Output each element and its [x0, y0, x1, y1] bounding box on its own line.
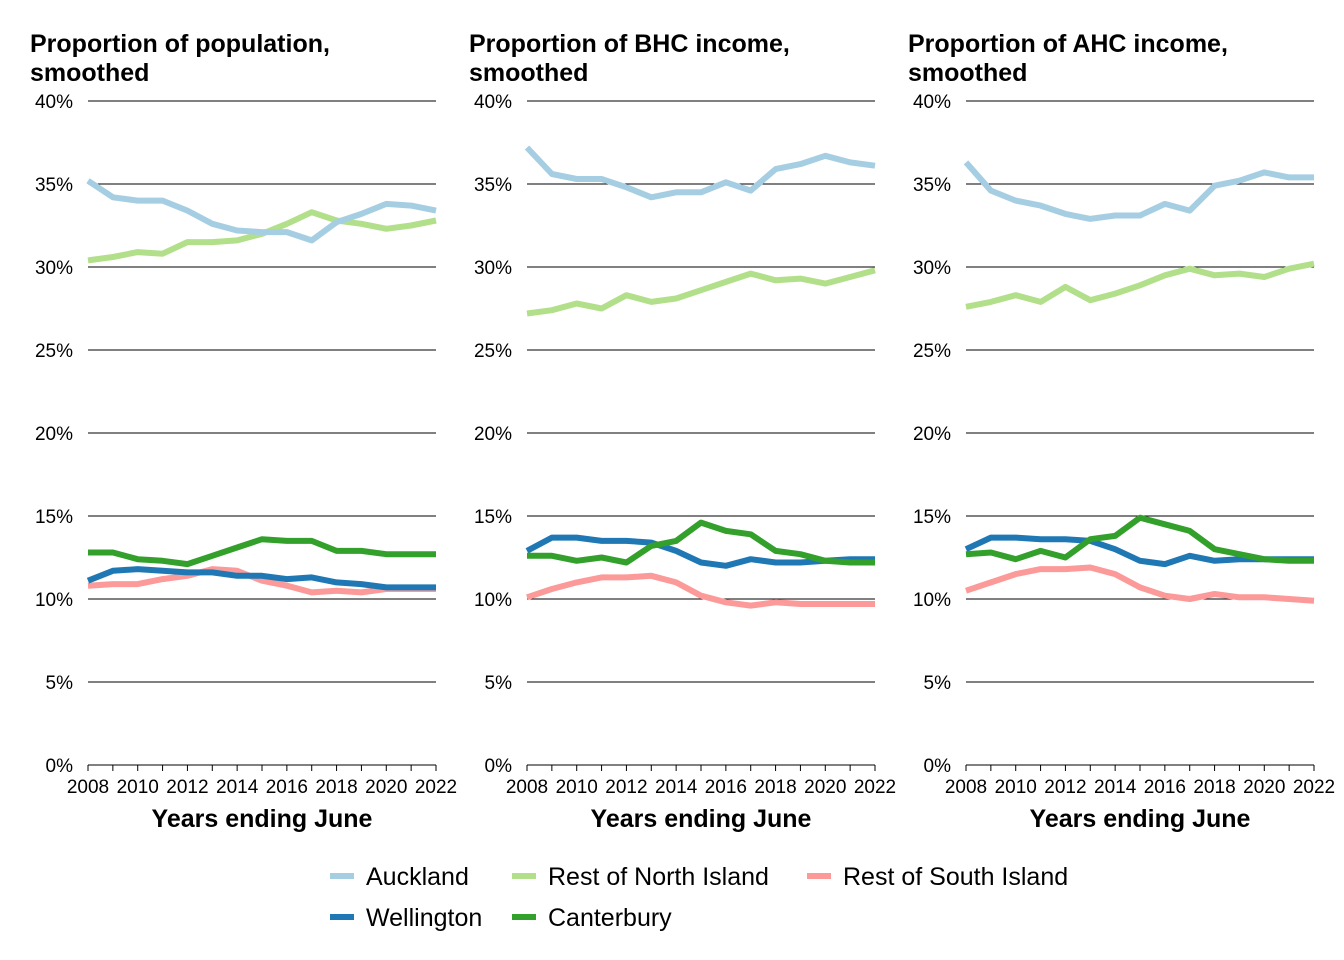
- y-tick-label: 30%: [913, 258, 951, 279]
- x-tick-label: 2014: [655, 777, 698, 798]
- series-line-wellington: [86, 566, 436, 591]
- x-tick-label: 2016: [1144, 777, 1186, 798]
- x-tick-label: 2018: [754, 777, 796, 798]
- series-line-rest-of-south-island: [87, 566, 436, 596]
- chart-panel-1: Proportion of population,smoothed 0% 5% 10%…: [30, 30, 457, 833]
- x-tick-label: 2014: [216, 777, 259, 798]
- x-tick-label: 2018: [315, 777, 357, 798]
- series-line-rest-of-north-island: [965, 260, 1315, 310]
- legend-label-rest-of-south-island: Rest of South Island: [843, 863, 1068, 891]
- y-tick-label: 10%: [913, 590, 951, 611]
- chart-title: smoothed: [30, 59, 149, 87]
- series-line-rest-of-south-island: [526, 572, 875, 609]
- y-tick-label: 30%: [35, 258, 73, 279]
- y-tick-label: 40%: [474, 92, 512, 113]
- x-tick-label: 2008: [945, 777, 987, 798]
- x-axis-label: Years ending June: [591, 805, 812, 833]
- legend-label-canterbury: Canterbury: [548, 904, 672, 932]
- x-tick-label: 2014: [1094, 777, 1137, 798]
- series-line-rest-of-north-island: [526, 267, 876, 317]
- x-tick-label: 2008: [506, 777, 548, 798]
- y-tick-label: 5%: [485, 673, 513, 694]
- chart-panel-2: Proportion of BHC income,smoothed 0% 5% 10%…: [469, 30, 896, 833]
- x-tick-label: 2022: [415, 777, 457, 798]
- y-tick-label: 35%: [35, 175, 73, 196]
- y-tick-label: 20%: [35, 424, 73, 445]
- x-tick-label: 2012: [1044, 777, 1086, 798]
- series-line-auckland: [963, 160, 1314, 222]
- chart-title: smoothed: [908, 59, 1027, 87]
- x-tick-label: 2018: [1193, 777, 1235, 798]
- y-tick-label: 5%: [46, 673, 74, 694]
- y-tick-label: 10%: [35, 590, 73, 611]
- y-tick-label: 20%: [913, 424, 951, 445]
- chart-panel-3: Proportion of AHC income,smoothed 0% 5% 10%…: [908, 30, 1335, 833]
- x-tick-label: 2022: [1293, 777, 1335, 798]
- y-tick-label: 5%: [924, 673, 952, 694]
- x-axis-label: Years ending June: [1030, 805, 1251, 833]
- x-tick-label: 2022: [854, 777, 896, 798]
- chart-title: smoothed: [469, 59, 588, 87]
- y-tick-label: 40%: [913, 92, 951, 113]
- x-tick-label: 2012: [605, 777, 647, 798]
- legend-label-auckland: Auckland: [366, 863, 469, 891]
- y-tick-label: 30%: [474, 258, 512, 279]
- y-tick-label: 0%: [46, 756, 74, 777]
- legend-label-wellington: Wellington: [366, 904, 482, 932]
- series-line-canterbury: [88, 536, 436, 568]
- y-tick-label: 25%: [913, 341, 951, 362]
- y-tick-label: 35%: [913, 175, 951, 196]
- x-tick-label: 2012: [166, 777, 208, 798]
- x-axis-label: Years ending June: [152, 805, 373, 833]
- x-tick-label: 2020: [365, 777, 407, 798]
- y-tick-label: 20%: [474, 424, 512, 445]
- y-tick-label: 15%: [913, 507, 951, 528]
- y-tick-label: 10%: [474, 590, 512, 611]
- y-tick-label: 35%: [474, 175, 512, 196]
- x-tick-label: 2020: [804, 777, 846, 798]
- x-tick-label: 2010: [556, 777, 598, 798]
- x-tick-label: 2010: [117, 777, 159, 798]
- chart-panels: Proportion of population,smoothed0%5%10%…: [30, 30, 1335, 833]
- chart-title: Proportion of AHC income,: [908, 30, 1228, 58]
- chart-title: Proportion of population,: [30, 30, 330, 58]
- legend-label-rest-of-north-island: Rest of North Island: [548, 863, 769, 891]
- series-line-canterbury: [527, 519, 875, 566]
- x-tick-label: 2016: [266, 777, 308, 798]
- x-tick-label: 2016: [705, 777, 747, 798]
- y-tick-label: 25%: [474, 341, 512, 362]
- y-tick-label: 15%: [474, 507, 512, 528]
- series-line-rest-of-north-island: [87, 209, 437, 264]
- series-line-auckland: [524, 145, 876, 201]
- y-tick-label: 40%: [35, 92, 73, 113]
- x-tick-label: 2020: [1243, 777, 1285, 798]
- y-tick-label: 15%: [35, 507, 73, 528]
- series-line-auckland: [86, 178, 437, 244]
- x-tick-label: 2010: [995, 777, 1037, 798]
- chart-title: Proportion of BHC income,: [469, 30, 790, 58]
- legend: Auckland Rest of North Island Rest of Sout…: [330, 863, 1068, 932]
- y-tick-label: 0%: [924, 756, 952, 777]
- series-line-canterbury: [965, 514, 1314, 564]
- y-tick-label: 25%: [35, 341, 73, 362]
- x-tick-label: 2008: [67, 777, 109, 798]
- y-tick-label: 0%: [485, 756, 513, 777]
- series-line-rest-of-south-island: [965, 564, 1315, 604]
